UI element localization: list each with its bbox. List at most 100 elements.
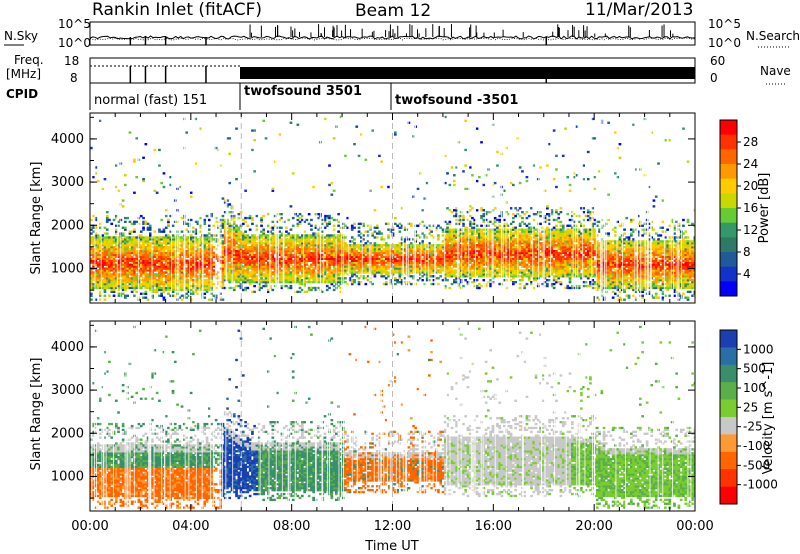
power-cell [480, 240, 483, 243]
power-cell [121, 261, 125, 264]
power-cell [101, 238, 104, 241]
power-cell [384, 271, 388, 274]
power-cell [155, 265, 159, 268]
power-cell [189, 247, 193, 251]
power-cell [135, 176, 139, 179]
power-cell [194, 236, 198, 239]
power-cell [203, 236, 207, 239]
power-cell [135, 244, 139, 247]
power-cell [96, 271, 100, 274]
power-cell [328, 214, 331, 218]
power-cell [355, 267, 359, 270]
power-cell [285, 271, 288, 274]
power-cell [115, 238, 118, 241]
power-cell [196, 251, 200, 255]
power-cell [108, 247, 111, 251]
power-cell [437, 269, 440, 272]
power-cell [105, 232, 109, 235]
power-cell [178, 296, 182, 299]
power-cell [246, 267, 250, 270]
power-cell [305, 281, 309, 284]
power-cell [264, 281, 268, 284]
power-cell [239, 249, 243, 253]
power-cell [378, 253, 381, 257]
power-cell [146, 284, 150, 288]
power-cell [101, 261, 104, 264]
power-cell [128, 240, 132, 243]
power-cell [178, 251, 182, 255]
power-cell [187, 286, 191, 290]
power-cell [115, 240, 118, 243]
power-cell [337, 267, 340, 270]
power-cell [242, 240, 245, 243]
power-cell [115, 267, 118, 270]
power-cell [169, 257, 173, 261]
power-cell [101, 240, 104, 243]
power-cell [242, 222, 245, 226]
power-cell [235, 127, 238, 130]
power-cell [416, 267, 420, 270]
power-cell [158, 242, 161, 245]
power-cell [262, 228, 266, 231]
power-cell [482, 213, 486, 216]
power-cell [133, 273, 136, 276]
power-cell [355, 271, 359, 274]
power-cell [133, 253, 136, 257]
power-cell [142, 255, 145, 259]
power-cell [312, 286, 315, 290]
power-cell [90, 298, 93, 301]
power-cell [133, 284, 136, 288]
power-cell [155, 284, 159, 288]
power-cell [103, 257, 107, 261]
power-cell [325, 244, 329, 247]
power-cell [142, 267, 145, 270]
power-cell [242, 288, 245, 292]
power-cell [96, 179, 100, 183]
power-cell [112, 284, 116, 288]
power-cell [228, 269, 232, 272]
power-cell [237, 255, 241, 259]
power-cell [146, 279, 150, 282]
power-cell [121, 240, 125, 243]
power-cell [196, 220, 200, 224]
power-cell [167, 267, 170, 270]
power-cell [112, 261, 116, 264]
power-cell [162, 240, 166, 243]
power-cell [124, 226, 127, 229]
power-cell [380, 185, 384, 189]
power-cell [205, 238, 209, 241]
power-cell [237, 236, 241, 239]
power-cell [160, 251, 163, 255]
power-cell [139, 246, 143, 249]
power-cell [187, 263, 191, 266]
power-cell [237, 213, 241, 216]
power-cell [237, 249, 241, 253]
power-cell [337, 234, 340, 237]
power-cell [253, 277, 256, 280]
power-cell [192, 249, 195, 253]
power-cell [355, 125, 359, 128]
power-cell [101, 275, 104, 278]
power-cell [192, 246, 195, 249]
power-cell [110, 261, 114, 264]
power-cell [226, 244, 229, 247]
power-cell [158, 238, 161, 241]
power-cell [255, 277, 259, 280]
power-cell [155, 269, 159, 272]
power-cell [237, 265, 241, 268]
power-cell [450, 271, 454, 274]
power-cell [198, 253, 202, 257]
power-cell [450, 211, 454, 214]
power-cell [185, 275, 188, 278]
power-cell [226, 220, 229, 224]
power-cell [208, 263, 211, 266]
power-cell [246, 286, 250, 290]
power-cell [153, 249, 157, 253]
power-cell [246, 247, 250, 251]
power-cell [208, 271, 211, 274]
power-cell [96, 281, 100, 284]
power-cell [144, 277, 148, 280]
power-cell [194, 279, 198, 282]
power-cell [198, 288, 202, 292]
power-cell [373, 257, 377, 261]
